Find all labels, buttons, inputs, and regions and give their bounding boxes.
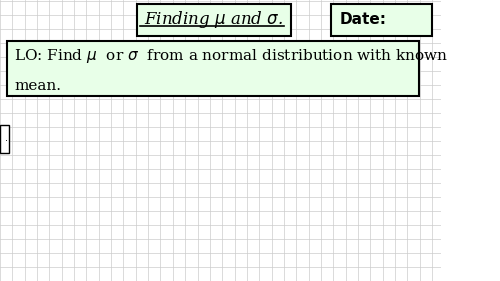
FancyBboxPatch shape	[330, 4, 432, 36]
Text: Date:: Date:	[340, 12, 386, 28]
FancyBboxPatch shape	[7, 41, 419, 96]
FancyBboxPatch shape	[136, 4, 291, 36]
FancyBboxPatch shape	[0, 125, 9, 153]
Text: LO: Find $\mu$  or $\sigma$  from a normal distribution with known: LO: Find $\mu$ or $\sigma$ from a normal…	[14, 47, 448, 65]
Text: Finding $\mu$ and $\sigma$.: Finding $\mu$ and $\sigma$.	[144, 10, 284, 31]
Text: ·: ·	[2, 137, 12, 140]
Text: mean.: mean.	[14, 79, 61, 93]
